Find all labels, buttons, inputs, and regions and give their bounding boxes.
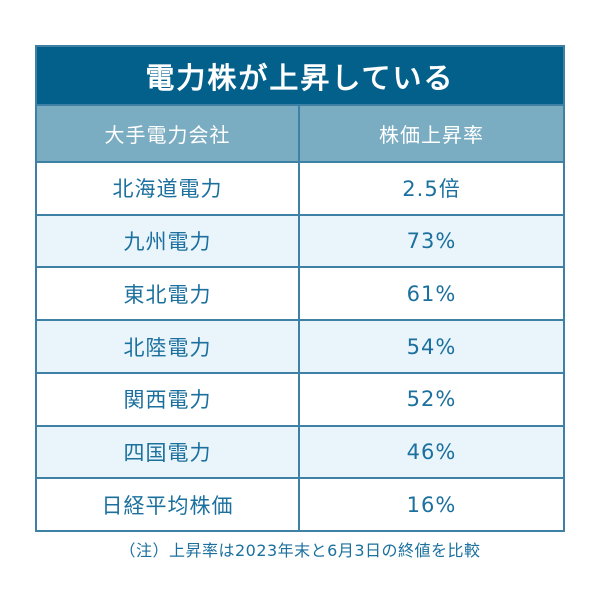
company-cell: 東北電力 [37,268,300,320]
table-row: 九州電力 73% [37,213,563,267]
rate-cell: 2.5倍 [402,177,461,202]
rate-cell: 46% [406,439,457,464]
table-row: 東北電力 61% [37,266,563,320]
table-row: 日経平均株価 16% [37,477,563,531]
table-row: 関西電力 52% [37,371,563,425]
column-header-rate: 株価上昇率 [379,123,484,147]
table-row: 北陸電力 54% [37,319,563,372]
table-row: 北海道電力 2.5倍 [37,161,563,214]
page-title: 電力株が上昇している [145,60,455,95]
table-header-row: 大手電力会社 株価上昇率 [37,104,563,161]
company-cell: 日経平均株価 [37,479,300,531]
company-cell: 関西電力 [37,373,300,425]
rate-cell: 61% [406,281,457,306]
company-cell: 九州電力 [37,215,300,267]
company-cell: 北陸電力 [37,321,300,372]
rate-cell: 16% [406,492,457,517]
power-stocks-table: 電力株が上昇している 大手電力会社 株価上昇率 北海道電力 2.5倍 九州電力 … [35,45,565,532]
title-bar: 電力株が上昇している [37,47,563,104]
company-cell: 北海道電力 [37,163,300,214]
rate-cell: 52% [406,387,457,412]
rate-cell: 54% [406,334,457,359]
footnote: （注）上昇率は2023年末と6月3日の終値を比較 [119,541,481,560]
company-cell: 四国電力 [37,426,300,478]
column-header-company: 大手電力会社 [37,106,300,161]
table-row: 四国電力 46% [37,424,563,478]
rate-cell: 73% [406,229,457,254]
